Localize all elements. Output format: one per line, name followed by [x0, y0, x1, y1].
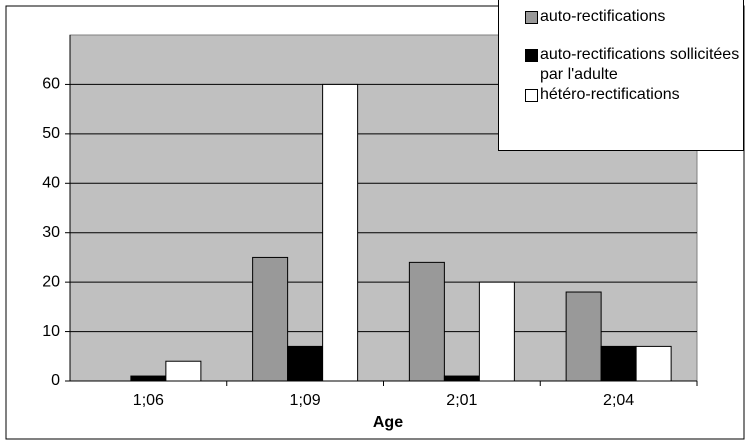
legend-label: auto-rectifications sollicitées par l'ad… [540, 46, 740, 83]
legend-swatch [525, 89, 538, 102]
x-tick-label: 1;06 [133, 392, 164, 409]
legend-swatch [525, 49, 538, 62]
legend: auto-rectifications auto-rectifications s… [498, 0, 744, 151]
bar [287, 345, 324, 382]
x-tick-label: 2;04 [603, 392, 634, 409]
y-tick-label: 60 [42, 76, 60, 93]
x-axis-label: Age [373, 414, 403, 431]
legend-swatch [525, 11, 538, 24]
y-tick-label: 40 [42, 175, 60, 192]
y-tick-label: 20 [42, 273, 60, 290]
bar [478, 281, 515, 382]
chart-frame [5, 5, 745, 440]
legend-entry: auto-rectifications sollicitées par l'ad… [525, 45, 743, 85]
bar [252, 256, 289, 382]
bar [443, 375, 480, 382]
x-tick-label: 2;01 [446, 392, 477, 409]
bar [130, 375, 167, 382]
legend-entry: auto-rectifications [525, 7, 743, 27]
bar [408, 261, 445, 382]
bar [635, 345, 672, 382]
legend-label: auto-rectifications [540, 8, 666, 25]
bar [322, 83, 359, 382]
bar [165, 360, 202, 382]
y-tick-label: 50 [42, 125, 60, 142]
bar [600, 345, 637, 382]
y-tick-label: 0 [51, 372, 60, 389]
legend-label: hétéro-rectifications [540, 86, 680, 103]
y-tick-label: 30 [42, 224, 60, 241]
legend-entry: hétéro-rectifications [525, 85, 743, 105]
x-tick-label: 1;09 [290, 392, 321, 409]
bar [565, 291, 602, 382]
y-tick-label: 10 [42, 323, 60, 340]
